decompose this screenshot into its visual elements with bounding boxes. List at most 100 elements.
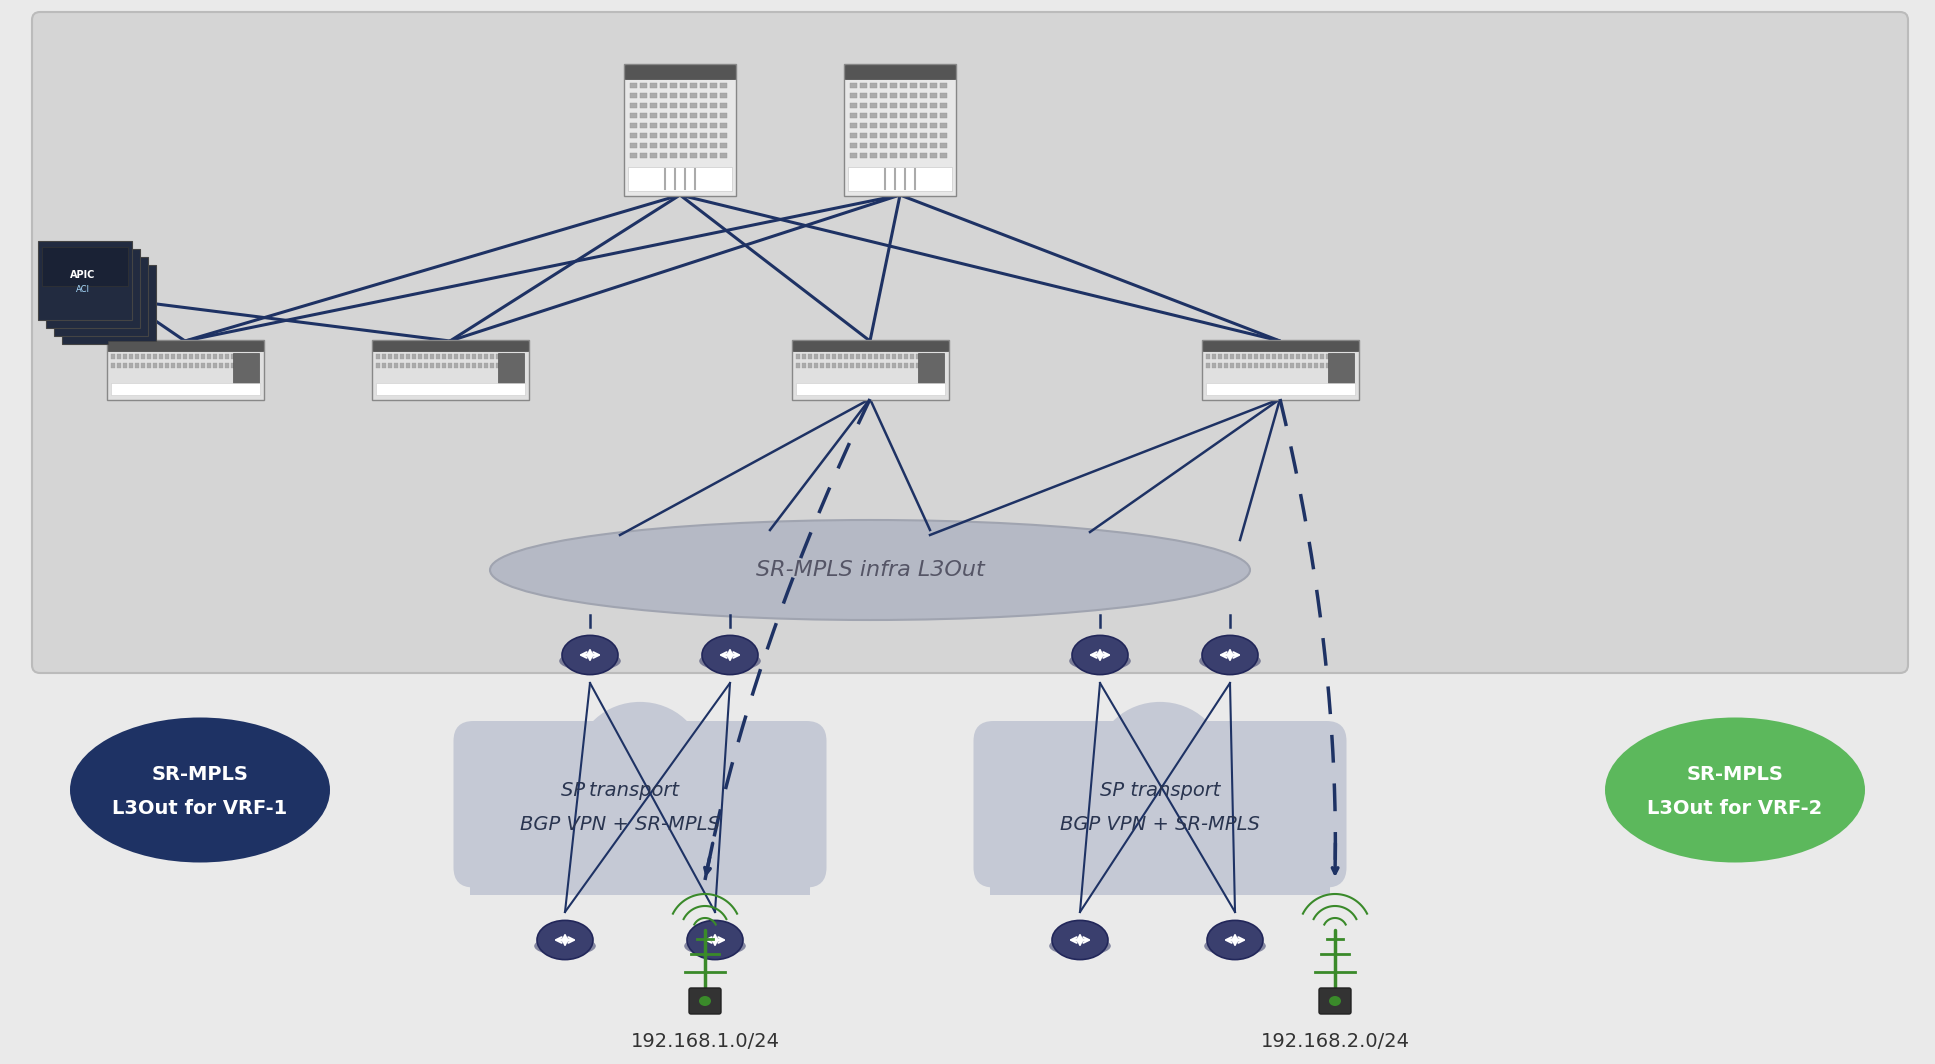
Bar bbox=[710, 133, 718, 138]
Bar bbox=[700, 133, 706, 138]
Bar bbox=[679, 103, 687, 109]
Bar bbox=[880, 113, 886, 118]
FancyBboxPatch shape bbox=[1327, 353, 1354, 383]
Bar bbox=[795, 363, 799, 368]
Bar bbox=[849, 153, 857, 157]
Bar bbox=[631, 123, 637, 128]
Bar bbox=[201, 363, 205, 368]
Bar bbox=[170, 354, 174, 359]
Bar bbox=[892, 354, 896, 359]
Bar bbox=[401, 354, 404, 359]
Bar bbox=[1285, 354, 1289, 359]
Bar bbox=[919, 103, 927, 109]
Bar bbox=[720, 93, 728, 98]
Ellipse shape bbox=[538, 920, 592, 960]
Bar bbox=[710, 153, 718, 157]
Bar bbox=[720, 123, 728, 128]
Bar bbox=[940, 143, 946, 148]
FancyBboxPatch shape bbox=[689, 988, 722, 1014]
Bar bbox=[1320, 354, 1324, 359]
Bar bbox=[900, 133, 908, 138]
Bar bbox=[670, 113, 677, 118]
Bar bbox=[640, 93, 646, 98]
Bar bbox=[135, 363, 139, 368]
FancyBboxPatch shape bbox=[1204, 340, 1358, 351]
Bar bbox=[1331, 354, 1335, 359]
Bar bbox=[170, 363, 174, 368]
Bar bbox=[700, 123, 706, 128]
Bar bbox=[219, 354, 223, 359]
Bar bbox=[640, 103, 646, 109]
Bar bbox=[880, 103, 886, 109]
Bar bbox=[1242, 363, 1246, 368]
FancyBboxPatch shape bbox=[1320, 988, 1351, 1014]
Ellipse shape bbox=[561, 635, 617, 675]
Bar bbox=[855, 363, 859, 368]
Bar bbox=[1242, 354, 1246, 359]
Bar bbox=[395, 354, 399, 359]
Bar bbox=[660, 83, 668, 88]
Bar bbox=[871, 143, 877, 148]
FancyBboxPatch shape bbox=[54, 257, 147, 336]
Bar bbox=[495, 354, 499, 359]
Bar bbox=[838, 363, 842, 368]
Bar bbox=[466, 363, 470, 368]
Bar bbox=[224, 363, 228, 368]
Bar bbox=[890, 83, 898, 88]
Bar bbox=[631, 93, 637, 98]
Bar bbox=[1320, 363, 1324, 368]
Bar bbox=[461, 354, 464, 359]
Bar bbox=[859, 93, 867, 98]
Bar bbox=[1325, 354, 1329, 359]
Bar bbox=[184, 363, 188, 368]
Text: SP transport: SP transport bbox=[561, 781, 679, 799]
Bar bbox=[880, 123, 886, 128]
Ellipse shape bbox=[1049, 936, 1111, 955]
Bar bbox=[1231, 363, 1235, 368]
Bar bbox=[691, 153, 697, 157]
Bar bbox=[135, 354, 139, 359]
Bar bbox=[931, 153, 937, 157]
Bar bbox=[430, 363, 433, 368]
Ellipse shape bbox=[699, 651, 760, 670]
Bar bbox=[904, 363, 908, 368]
Bar bbox=[890, 153, 898, 157]
FancyBboxPatch shape bbox=[62, 265, 157, 344]
Bar bbox=[700, 93, 706, 98]
Bar bbox=[670, 153, 677, 157]
Bar bbox=[909, 93, 917, 98]
Bar bbox=[224, 354, 228, 359]
Bar bbox=[478, 354, 482, 359]
Bar bbox=[631, 103, 637, 109]
Ellipse shape bbox=[1072, 635, 1128, 675]
Bar bbox=[919, 113, 927, 118]
Bar bbox=[880, 133, 886, 138]
Bar bbox=[880, 143, 886, 148]
Ellipse shape bbox=[693, 738, 795, 835]
Bar bbox=[455, 354, 459, 359]
Text: SR-MPLS infra L3Out: SR-MPLS infra L3Out bbox=[757, 560, 985, 580]
Bar bbox=[1254, 363, 1258, 368]
FancyBboxPatch shape bbox=[43, 247, 128, 286]
Bar bbox=[909, 123, 917, 128]
Bar bbox=[849, 113, 857, 118]
Bar bbox=[478, 363, 482, 368]
Bar bbox=[1265, 354, 1269, 359]
Bar bbox=[849, 123, 857, 128]
Bar bbox=[919, 153, 927, 157]
Bar bbox=[631, 143, 637, 148]
Bar bbox=[871, 93, 877, 98]
Bar bbox=[919, 143, 927, 148]
Bar bbox=[1308, 354, 1312, 359]
Bar bbox=[679, 133, 687, 138]
Bar bbox=[1248, 354, 1252, 359]
Bar bbox=[130, 363, 134, 368]
Bar bbox=[919, 123, 927, 128]
Bar bbox=[176, 363, 182, 368]
Bar bbox=[909, 354, 913, 359]
Bar bbox=[230, 354, 234, 359]
Bar bbox=[670, 143, 677, 148]
Bar bbox=[869, 354, 873, 359]
Bar bbox=[820, 354, 824, 359]
Bar bbox=[441, 363, 445, 368]
